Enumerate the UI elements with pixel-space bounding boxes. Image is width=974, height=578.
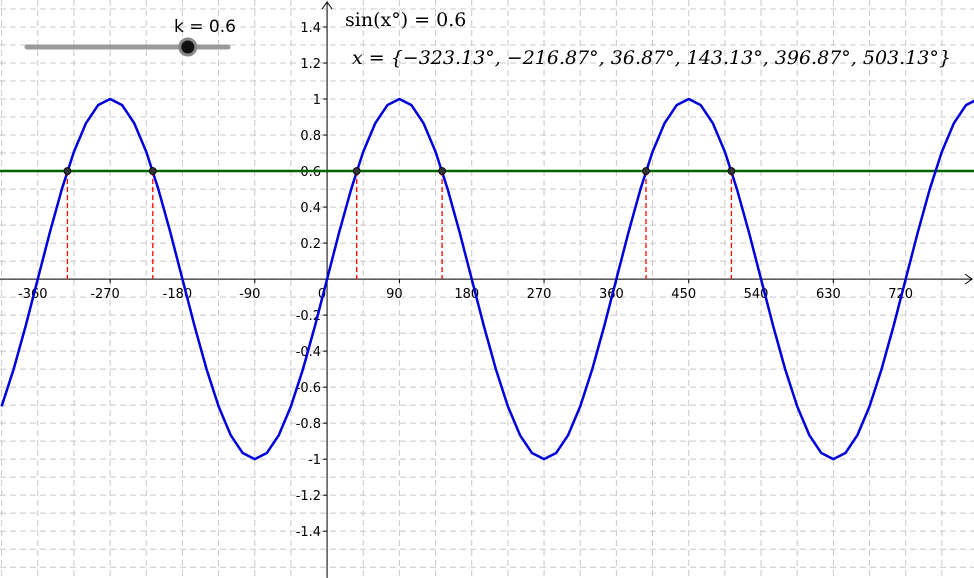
y-tick-label: -1.2 bbox=[296, 489, 321, 504]
x-tick-label: 270 bbox=[527, 287, 552, 302]
intersection-point bbox=[727, 167, 736, 175]
intersection-point bbox=[438, 167, 447, 175]
y-tick-label: 0.8 bbox=[300, 129, 321, 144]
slider-knob[interactable] bbox=[178, 37, 198, 57]
y-axis-arrow bbox=[321, 1, 333, 10]
intersection-point bbox=[148, 167, 157, 175]
intersection-point bbox=[352, 167, 361, 175]
plot bbox=[0, 97, 974, 461]
ui: k = 0.6 sin(x°) = 0.6 x = {−323.13°, −21… bbox=[24, 9, 951, 69]
y-tick-label: 0.2 bbox=[300, 237, 321, 252]
y-tick-label: -0.2 bbox=[296, 309, 321, 324]
slider-label: k = 0.6 bbox=[174, 17, 236, 37]
y-tick-label: -0.6 bbox=[296, 381, 321, 396]
x-tick-label: 630 bbox=[816, 287, 841, 302]
x-tick-label: 180 bbox=[454, 287, 479, 302]
x-tick-label: -90 bbox=[239, 287, 260, 302]
x-axis-arrow bbox=[964, 273, 973, 285]
y-tick-label: 0.6 bbox=[300, 165, 321, 180]
y-tick-label: 1 bbox=[313, 93, 321, 108]
sine-curve bbox=[0, 97, 974, 461]
intersection-point bbox=[63, 167, 72, 175]
x-tick-label: 90 bbox=[386, 287, 403, 302]
y-tick-label: 0.4 bbox=[300, 201, 321, 216]
y-tick-label: -1.4 bbox=[296, 525, 321, 540]
equation: sin(x°) = 0.6 bbox=[345, 9, 466, 31]
x-tick-label: 450 bbox=[671, 287, 696, 302]
x-tick-label: 540 bbox=[744, 287, 769, 302]
x-tick-label: -270 bbox=[90, 287, 120, 302]
y-tick-label: 1.4 bbox=[300, 21, 321, 36]
intersection-point bbox=[642, 167, 650, 175]
y-tick-label: 1.2 bbox=[300, 57, 321, 72]
y-tick-label: -1 bbox=[308, 453, 321, 468]
solutions: x = {−323.13°, −216.87°, 36.87°, 143.13°… bbox=[352, 47, 951, 69]
y-tick-label: -0.8 bbox=[296, 417, 321, 432]
